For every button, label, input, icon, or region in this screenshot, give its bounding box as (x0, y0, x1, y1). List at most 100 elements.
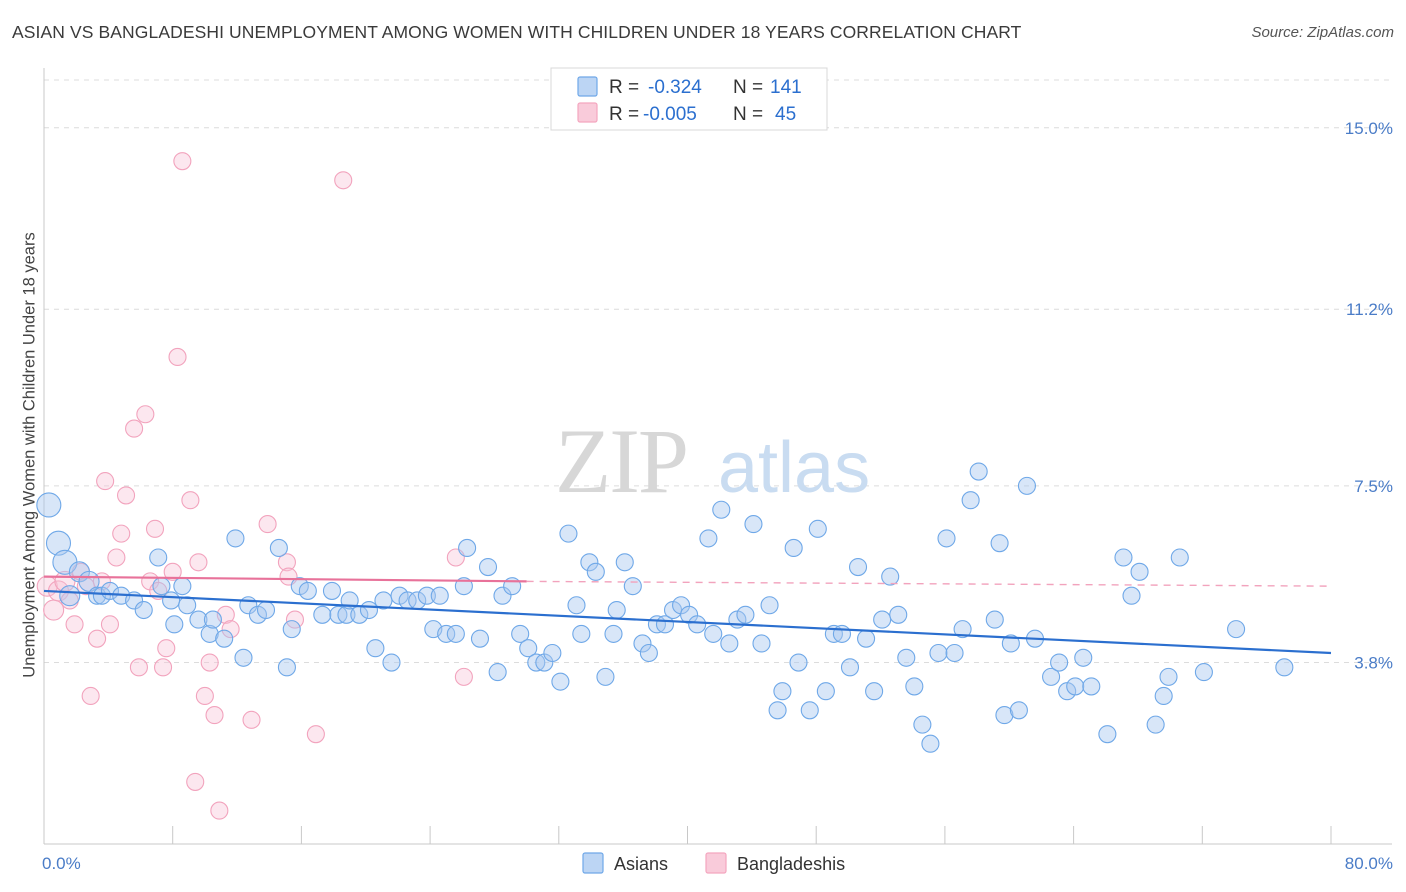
asian-point (322, 581, 342, 600)
bangladeshi-point (129, 658, 148, 677)
watermark: ZIP atlas (555, 410, 870, 512)
bangladeshi-point (242, 710, 261, 729)
asian-point (704, 624, 723, 643)
bangladeshi-point (200, 653, 219, 672)
asian-point (784, 538, 803, 558)
bangladeshi-point (163, 562, 182, 581)
asian-point (945, 643, 964, 663)
bangladeshi-point (157, 639, 176, 658)
watermark-atlas: atlas (718, 428, 870, 508)
bangladeshi-point (112, 524, 131, 543)
asian-point (446, 624, 465, 643)
asian-point (604, 624, 623, 643)
asian-point (173, 577, 192, 596)
asian-point (897, 648, 916, 667)
asian-point (478, 557, 498, 577)
asian-point (417, 586, 436, 605)
asians-trend-line (43, 589, 1332, 655)
asian-point (720, 634, 739, 653)
asian-point (1074, 648, 1093, 667)
asian-point (567, 596, 586, 615)
bangladeshi-point (306, 725, 325, 744)
asian-point (203, 610, 222, 629)
asian-point (688, 615, 707, 634)
asian-point (1154, 686, 1173, 706)
asian-point (816, 682, 835, 701)
bangladeshi-point (43, 599, 65, 621)
asian-point (269, 538, 288, 558)
bangladeshi-point (195, 686, 214, 706)
asian-point (1009, 701, 1028, 720)
asian-point (551, 672, 570, 691)
asian-point (1066, 677, 1085, 696)
asian-point (511, 624, 530, 643)
asian-point (937, 529, 956, 548)
asian-point (1227, 620, 1246, 639)
bangladeshi-point (65, 615, 84, 634)
y-tick-label: 15.0% (1345, 119, 1393, 138)
asian-point (458, 538, 477, 558)
bangladeshi-point (168, 347, 187, 367)
asian-point (45, 530, 72, 556)
asian-point (1130, 562, 1149, 581)
asian-point (736, 605, 755, 624)
asian-point (699, 529, 718, 548)
asian-point (149, 548, 168, 567)
bangladeshi-point (153, 658, 173, 677)
chart-title: ASIAN VS BANGLADESHI UNEMPLOYMENT AMONG … (12, 22, 1022, 42)
asian-point (995, 706, 1014, 725)
asian-point (1275, 658, 1294, 677)
asians-r-value: -0.324 (648, 77, 702, 98)
bangladeshi-point (96, 472, 115, 491)
bangladeshi-point (181, 491, 200, 510)
asians-n-label: N = (733, 77, 763, 98)
x-tick-labels: 0.0% 80.0% (42, 854, 1393, 873)
grid-lines (44, 79, 1392, 664)
asian-point (1001, 634, 1020, 653)
stats-legend: R = -0.324 N = 141 R = -0.005 N = 45 (550, 67, 828, 131)
asian-point (152, 577, 171, 596)
asian-point (234, 648, 253, 667)
bangladeshi-point (145, 519, 165, 538)
bangladeshi-point (81, 686, 100, 706)
bangladeshi-point (116, 486, 136, 505)
bangladeshis-n-value: 45 (775, 104, 796, 125)
bangladeshi-point (210, 801, 229, 820)
bangladeshis-r-label: R = (609, 104, 639, 125)
legend-bangladeshis-swatch (705, 852, 727, 874)
asian-point (359, 600, 379, 620)
asian-point (519, 639, 538, 658)
asian-point (1170, 548, 1189, 567)
asian-point (36, 492, 62, 518)
asian-point (165, 615, 184, 634)
asian-point (366, 639, 385, 658)
bangladeshi-point (258, 515, 277, 534)
y-tick-labels: 3.8% 7.5% 11.2% 15.0% (1345, 119, 1393, 673)
bangladeshi-point (136, 405, 155, 424)
asian-point (1082, 677, 1101, 696)
bangladeshi-point (221, 620, 240, 639)
bangladeshi-point (334, 171, 353, 190)
asian-point (752, 634, 771, 653)
asian-point (881, 567, 900, 586)
asian-point (493, 586, 512, 605)
asian-point (873, 610, 892, 629)
source-label: Source: ZipAtlas.com (1251, 24, 1394, 41)
asian-point (633, 634, 652, 653)
bangladeshi-point (277, 553, 296, 572)
x-tick-label: 80.0% (1345, 854, 1393, 873)
asian-point (953, 620, 972, 639)
asian-point (543, 643, 562, 663)
bangladeshis-trend-line (43, 575, 527, 583)
asian-point (59, 585, 81, 607)
y-tick-label: 7.5% (1354, 477, 1393, 496)
asian-point (1017, 476, 1036, 495)
asian-point (134, 600, 153, 620)
bangladeshi-point (100, 615, 120, 634)
asian-point (226, 529, 245, 548)
asian-point (848, 557, 868, 577)
asian-point (808, 519, 827, 538)
asian-point (200, 624, 219, 643)
bangladeshis-n-label: N = (733, 104, 763, 125)
